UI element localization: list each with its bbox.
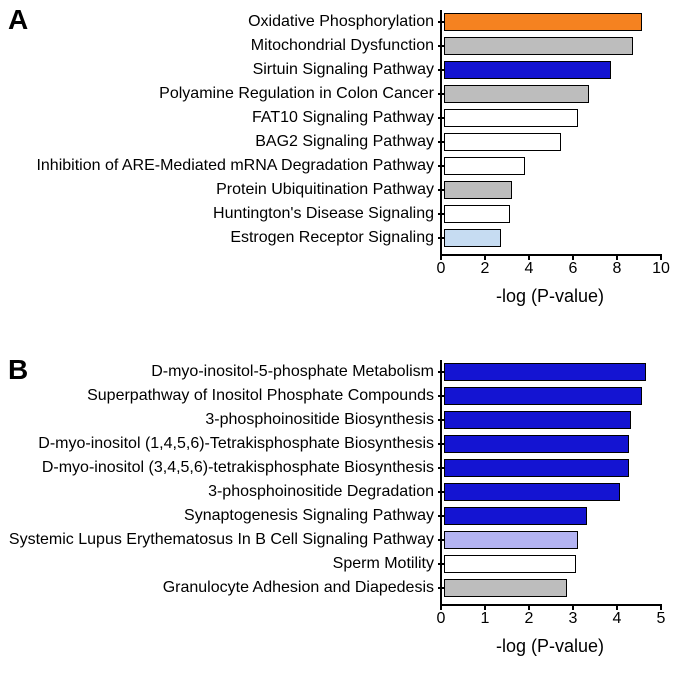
bar [444,229,501,247]
bar-row: Estrogen Receptor Signaling [0,226,642,250]
bar-row: BAG2 Signaling Pathway [0,130,642,154]
bar-row: Protein Ubiquitination Pathway [0,178,642,202]
bar [444,555,576,573]
bar-row: Systemic Lupus Erythematosus In B Cell S… [0,528,646,552]
x-tick-label: 8 [613,260,622,278]
bar [444,459,629,477]
x-tick-label: 4 [525,260,534,278]
bar-row: Granulocyte Adhesion and Diapedesis [0,576,646,600]
bar-row: Mitochondrial Dysfunction [0,34,642,58]
bar-row: Sirtuin Signaling Pathway [0,58,642,82]
panel-a: AOxidative PhosphorylationMitochondrial … [0,4,700,324]
bar-label: Sirtuin Signaling Pathway [0,61,438,79]
bar [444,85,589,103]
x-tick-label: 10 [652,260,670,278]
x-tick-label: 2 [481,260,490,278]
x-tick-label: 0 [437,260,446,278]
bar-label: Granulocyte Adhesion and Diapedesis [0,579,438,597]
bar-label: Systemic Lupus Erythematosus In B Cell S… [0,531,438,549]
bars-container: Oxidative Phosphorylation Mitochondrial D… [0,10,642,250]
x-tick-label: 2 [525,610,534,628]
bar [444,37,633,55]
bar-row: D-myo-inositol (3,4,5,6)-tetrakisphospha… [0,456,646,480]
bar-row: FAT10 Signaling Pathway [0,106,642,130]
bar-label: D-myo-inositol-5-phosphate Metabolism [0,363,438,381]
bar [444,133,561,151]
bar-label: Estrogen Receptor Signaling [0,229,438,247]
y-axis-line [440,360,442,604]
x-tick-label: 6 [569,260,578,278]
bar-row: Huntington's Disease Signaling [0,202,642,226]
bar-row: D-myo-inositol (1,4,5,6)-Tetrakisphospha… [0,432,646,456]
x-tick-label: 3 [569,610,578,628]
bar-row: Superpathway of Inositol Phosphate Compo… [0,384,646,408]
bar [444,579,567,597]
bar-label: D-myo-inositol (3,4,5,6)-tetrakisphospha… [0,459,438,477]
bar [444,181,512,199]
bar-label: Sperm Motility [0,555,438,573]
x-axis-line [440,254,662,256]
panel-b: BD-myo-inositol-5-phosphate MetabolismSu… [0,354,700,674]
bar [444,61,611,79]
bar [444,109,578,127]
bar-label: BAG2 Signaling Pathway [0,133,438,151]
bar-label: 3-phosphoinositide Degradation [0,483,438,501]
bars-container: D-myo-inositol-5-phosphate Metabolism Sup… [0,360,646,600]
bar [444,157,525,175]
bar [444,507,587,525]
bar [444,531,578,549]
bar [444,205,510,223]
bar-label: FAT10 Signaling Pathway [0,109,438,127]
bar [444,13,642,31]
bar-row: 3-phosphoinositide Degradation [0,480,646,504]
bar-row: D-myo-inositol-5-phosphate Metabolism [0,360,646,384]
bar-row: Sperm Motility [0,552,646,576]
bar-label: Huntington's Disease Signaling [0,205,438,223]
bar [444,363,646,381]
bar [444,483,620,501]
bar [444,411,631,429]
y-axis-line [440,10,442,254]
bar [444,387,642,405]
x-axis-line [440,604,662,606]
bar-row: Inhibition of ARE-Mediated mRNA Degradat… [0,154,642,178]
bar [444,435,629,453]
x-tick-label: 0 [437,610,446,628]
bar-label: Inhibition of ARE-Mediated mRNA Degradat… [0,157,438,175]
bar-row: Synaptogenesis Signaling Pathway [0,504,646,528]
x-tick-label: 4 [613,610,622,628]
bar-label: Oxidative Phosphorylation [0,13,438,31]
bar-label: Polyamine Regulation in Colon Cancer [0,85,438,103]
bar-row: Polyamine Regulation in Colon Cancer [0,82,642,106]
bar-label: 3-phosphoinositide Biosynthesis [0,411,438,429]
x-tick-label: 1 [481,610,490,628]
bar-label: Superpathway of Inositol Phosphate Compo… [0,387,438,405]
bar-row: 3-phosphoinositide Biosynthesis [0,408,646,432]
x-axis-title: -log (P-value) [496,636,604,657]
bar-label: Synaptogenesis Signaling Pathway [0,507,438,525]
x-axis-title: -log (P-value) [496,286,604,307]
bar-label: Mitochondrial Dysfunction [0,37,438,55]
bar-label: D-myo-inositol (1,4,5,6)-Tetrakisphospha… [0,435,438,453]
bar-label: Protein Ubiquitination Pathway [0,181,438,199]
bar-row: Oxidative Phosphorylation [0,10,642,34]
x-tick-label: 5 [657,610,666,628]
